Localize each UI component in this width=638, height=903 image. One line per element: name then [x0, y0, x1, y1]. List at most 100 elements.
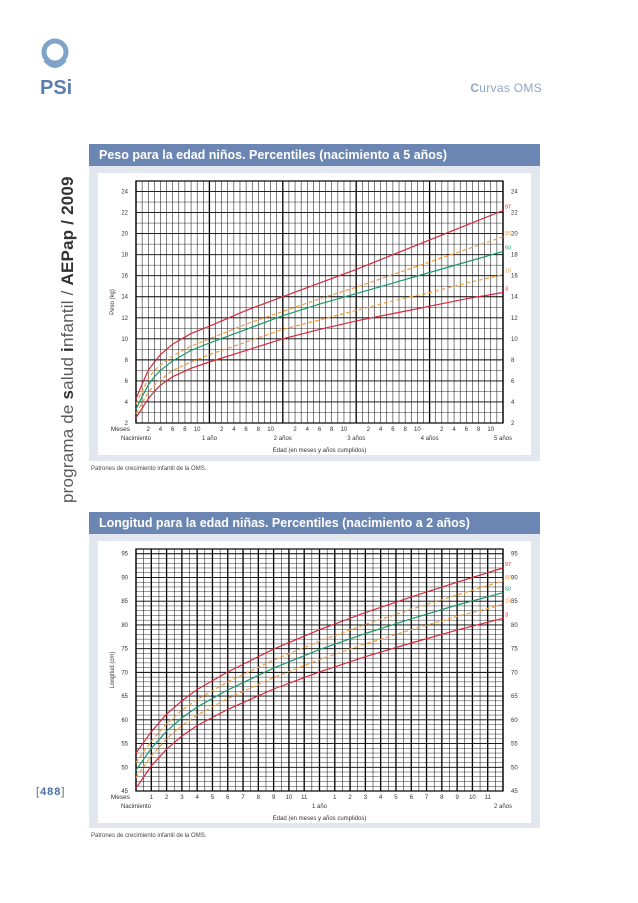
y-tick-label: 50 — [121, 765, 128, 771]
source-note-1: Patrones de crecimiento infantil de la O… — [91, 466, 207, 472]
percentile-line-85 — [135, 236, 504, 405]
percentile-line-3 — [135, 617, 504, 789]
y-tick-label: 60 — [121, 718, 128, 724]
month-tick-label: 10 — [469, 795, 476, 801]
y-tick-label-right: 90 — [511, 575, 518, 581]
y-tick-label: 12 — [121, 316, 128, 322]
percentile-line-50 — [135, 592, 504, 771]
percentile-line-3 — [135, 291, 504, 419]
y-tick-label-right: 70 — [511, 670, 518, 676]
month-tick-label: 8 — [183, 427, 187, 433]
month-tick-label: 9 — [272, 795, 276, 801]
y-tick-label-right: 55 — [511, 742, 518, 748]
month-tick-label: 4 — [379, 795, 383, 801]
percentile-line-15 — [135, 274, 504, 414]
month-tick-label: 10 — [414, 427, 421, 433]
y-tick-label: 45 — [121, 789, 128, 795]
y-tick-label: 8 — [125, 358, 129, 364]
percentile-line-15 — [135, 603, 504, 779]
month-tick-label: 10 — [267, 427, 274, 433]
percentile-line-50 — [135, 250, 504, 410]
percentile-line-97 — [135, 209, 504, 400]
y-tick-label-right: 65 — [511, 694, 518, 700]
page-number: [488] — [36, 786, 66, 798]
percentile-label-15: 15 — [505, 269, 511, 275]
length-chart-panel: Longitud para la edad niñas. Percentiles… — [89, 512, 540, 828]
month-tick-label: 1 — [333, 795, 337, 801]
y-tick-label-right: 75 — [511, 647, 518, 653]
year-label: 3 años — [347, 436, 365, 442]
month-tick-label: 8 — [257, 427, 261, 433]
weight-chart-title-bar: Peso para la edad niños. Percentiles (na… — [89, 144, 540, 166]
month-tick-label: 8 — [477, 427, 481, 433]
y-tick-label: 4 — [125, 400, 129, 406]
year-label: 1 año — [312, 804, 328, 810]
month-tick-label: 8 — [403, 427, 407, 433]
month-tick-label: 2 — [220, 427, 224, 433]
y-tick-label-right: 8 — [511, 358, 515, 364]
y-tick-label-right: 4 — [511, 400, 515, 406]
months-label: Meses — [111, 794, 131, 801]
y-tick-label: 6 — [125, 379, 129, 385]
month-tick-label: 2 — [348, 795, 352, 801]
y-tick-label: 80 — [121, 623, 128, 629]
section-header: Curvas OMS — [470, 81, 542, 95]
month-tick-label: 7 — [241, 795, 245, 801]
y-tick-label-right: 2 — [511, 421, 515, 427]
month-tick-label: 6 — [244, 427, 248, 433]
y-tick-label: 24 — [121, 190, 128, 196]
year-label: 2 años — [494, 804, 512, 810]
y-tick-label-right: 85 — [511, 599, 518, 605]
percentile-label-15: 15 — [505, 599, 511, 605]
y-tick-label: 16 — [121, 274, 128, 280]
month-tick-label: 2 — [367, 427, 371, 433]
chart-title: Longitud para la edad niñas. Percentiles… — [99, 516, 470, 530]
month-tick-label: 11 — [301, 795, 308, 801]
percentile-line-85 — [135, 580, 504, 763]
month-tick-label: 3 — [180, 795, 184, 801]
year-label: Nacimiento — [121, 436, 152, 442]
months-label: Meses — [111, 426, 131, 433]
y-tick-label-right: 24 — [511, 190, 518, 196]
month-tick-label: 2 — [440, 427, 444, 433]
y-tick-label: 10 — [121, 337, 128, 343]
year-label: 4 años — [421, 436, 439, 442]
year-label: 5 años — [494, 436, 512, 442]
y-axis-label: Longitud (cm) — [110, 652, 116, 689]
y-tick-label: 95 — [121, 552, 128, 558]
x-axis-label: Edad (en meses y años cumplidos) — [273, 448, 367, 454]
y-tick-label-right: 12 — [511, 316, 518, 322]
x-axis-label: Edad (en meses y años cumplidos) — [273, 816, 367, 822]
y-tick-label: 2 — [125, 421, 129, 427]
month-tick-label: 6 — [226, 795, 230, 801]
percentile-line-97 — [135, 567, 504, 754]
y-tick-label-right: 22 — [511, 211, 518, 217]
program-title: programa de salud infantil / AEPap / 200… — [58, 176, 77, 503]
percentile-label-50: 50 — [505, 587, 511, 593]
y-tick-label: 22 — [121, 211, 128, 217]
month-tick-label: 10 — [341, 427, 348, 433]
percentile-label-3: 3 — [505, 287, 508, 293]
year-label: 1 año — [202, 436, 218, 442]
chart-title: Peso para la edad niños. Percentiles (na… — [99, 148, 448, 162]
month-tick-label: 6 — [171, 427, 175, 433]
y-tick-label: 20 — [121, 232, 128, 238]
y-tick-label: 75 — [121, 647, 128, 653]
month-tick-label: 6 — [465, 427, 469, 433]
y-tick-label-right: 20 — [511, 232, 518, 238]
month-tick-label: 9 — [455, 795, 459, 801]
length-chart-title-bar: Longitud para la edad niñas. Percentiles… — [89, 512, 540, 534]
month-tick-label: 8 — [257, 795, 261, 801]
y-tick-label-right: 18 — [511, 253, 518, 259]
y-tick-label: 55 — [121, 742, 128, 748]
y-axis-label: Peso (kg) — [110, 289, 116, 315]
y-tick-label-right: 45 — [511, 789, 518, 795]
percentile-label-3: 3 — [505, 612, 508, 618]
y-tick-label: 18 — [121, 253, 128, 259]
month-tick-label: 5 — [211, 795, 215, 801]
month-tick-label: 4 — [159, 427, 163, 433]
month-tick-label: 4 — [195, 795, 199, 801]
month-tick-label: 2 — [165, 795, 169, 801]
